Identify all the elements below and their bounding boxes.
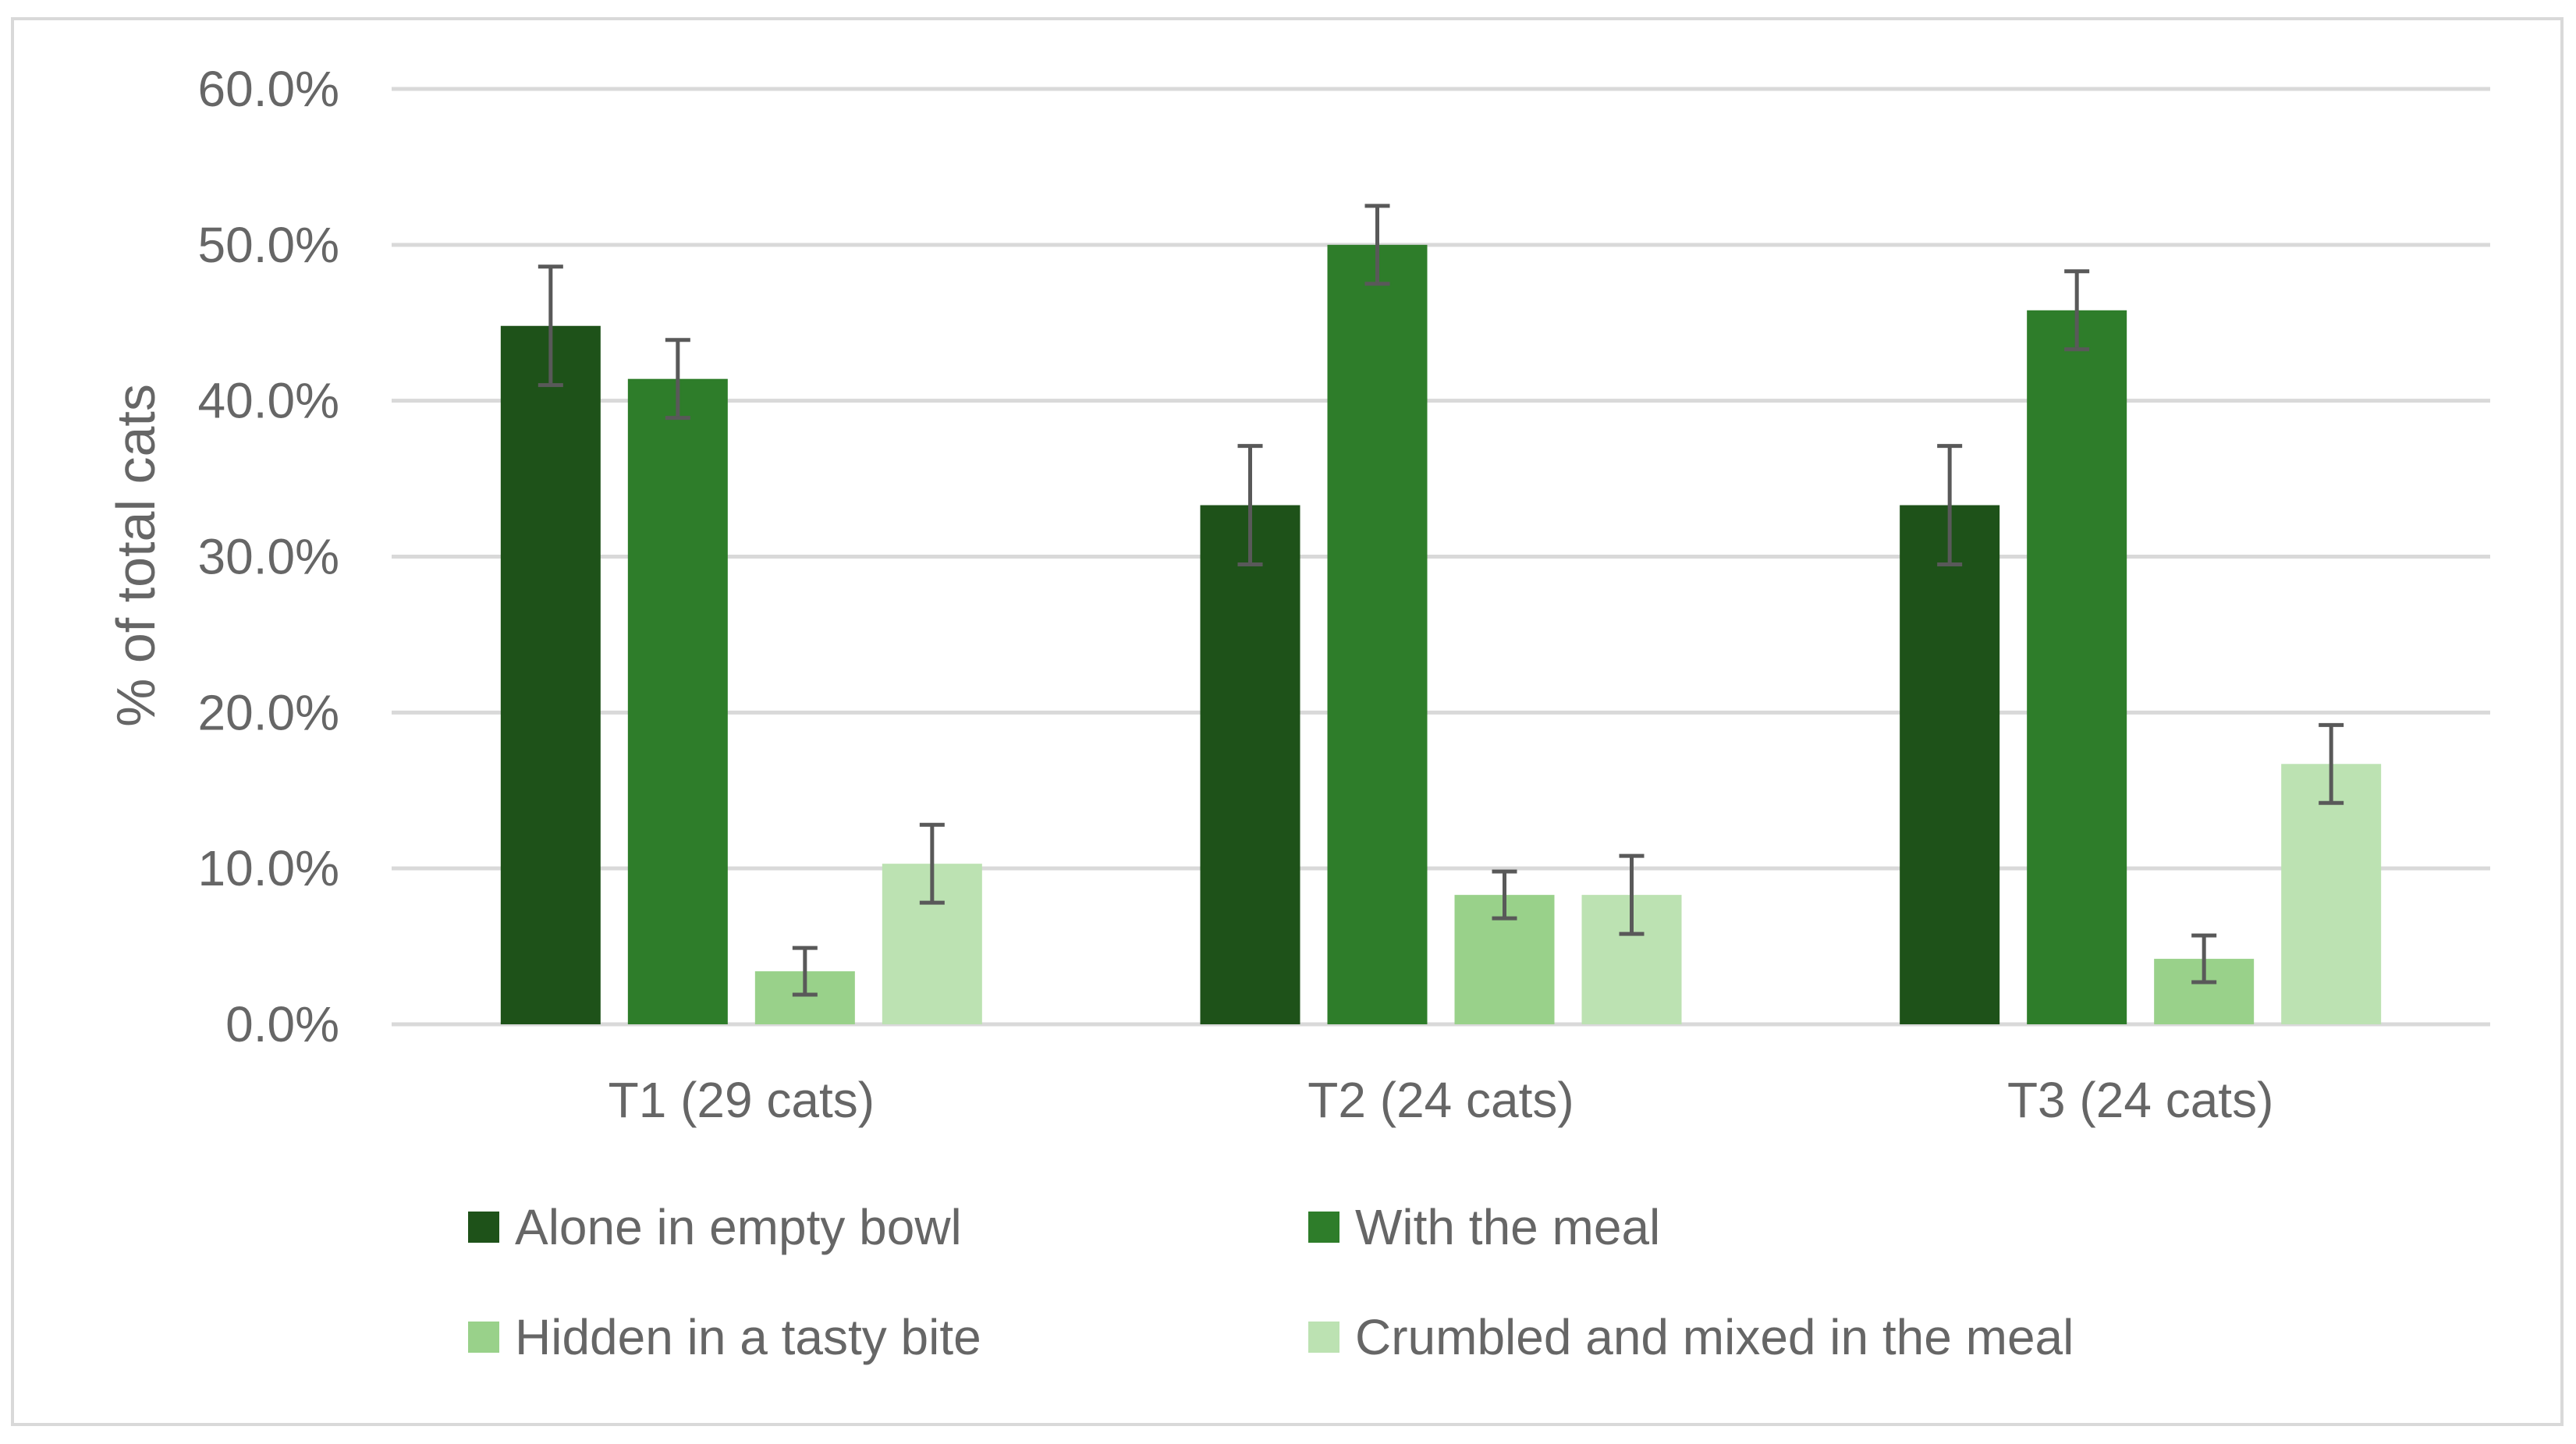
bar — [1900, 505, 2000, 1024]
error-bar — [665, 338, 690, 420]
error-bar — [1364, 204, 1390, 286]
legend: Alone in empty bowl With the meal Hidden i… — [468, 1199, 2074, 1365]
error-bars — [538, 204, 2344, 997]
y-tick-label: 30.0% — [198, 529, 339, 585]
y-axis-ticks: 0.0% 10.0% 20.0% 30.0% 40.0% 50.0% 60.0% — [198, 61, 339, 1052]
y-tick-label: 0.0% — [225, 996, 339, 1052]
bar — [500, 325, 601, 1024]
error-bar — [2319, 722, 2344, 805]
legend-item: Hidden in a tasty bite — [468, 1309, 981, 1365]
bar — [2281, 764, 2382, 1024]
error-bar — [792, 946, 818, 997]
legend-swatch — [468, 1322, 499, 1353]
error-bar — [1237, 444, 1263, 566]
error-bar — [1492, 869, 1517, 921]
x-tick-label: T1 (29 cats) — [609, 1072, 875, 1128]
legend-label: Hidden in a tasty bite — [515, 1309, 981, 1365]
legend-item: With the meal — [1308, 1199, 1660, 1255]
y-tick-label: 10.0% — [198, 840, 339, 896]
error-bar — [2064, 269, 2090, 352]
legend-label: With the meal — [1355, 1199, 1660, 1255]
legend-swatch — [1308, 1322, 1339, 1353]
x-tick-label: T3 (24 cats) — [2007, 1072, 2273, 1128]
legend-swatch — [468, 1212, 499, 1243]
x-tick-label: T2 (24 cats) — [1308, 1072, 1574, 1128]
legend-item: Crumbled and mixed in the meal — [1308, 1309, 2074, 1365]
y-tick-label: 60.0% — [198, 61, 339, 117]
bars — [500, 244, 2382, 1025]
legend-label: Crumbled and mixed in the meal — [1355, 1309, 2074, 1365]
y-tick-label: 40.0% — [198, 373, 339, 429]
legend-item: Alone in empty bowl — [468, 1199, 962, 1255]
bar — [1327, 244, 1428, 1024]
error-bar — [2191, 933, 2217, 985]
x-axis-ticks: T1 (29 cats) T2 (24 cats) T3 (24 cats) — [609, 1072, 2274, 1128]
bar — [1200, 505, 1300, 1024]
gridlines — [392, 87, 2490, 1027]
legend-label: Alone in empty bowl — [515, 1199, 962, 1255]
y-axis-label: % of total cats — [105, 384, 166, 727]
bar — [2027, 310, 2127, 1025]
legend-swatch — [1308, 1212, 1339, 1243]
bar — [627, 378, 728, 1024]
error-bar — [919, 822, 945, 905]
error-bar — [1937, 444, 1963, 566]
y-tick-label: 50.0% — [198, 217, 339, 273]
error-bar — [1619, 853, 1645, 936]
y-tick-label: 20.0% — [198, 684, 339, 740]
error-bar — [538, 264, 563, 388]
